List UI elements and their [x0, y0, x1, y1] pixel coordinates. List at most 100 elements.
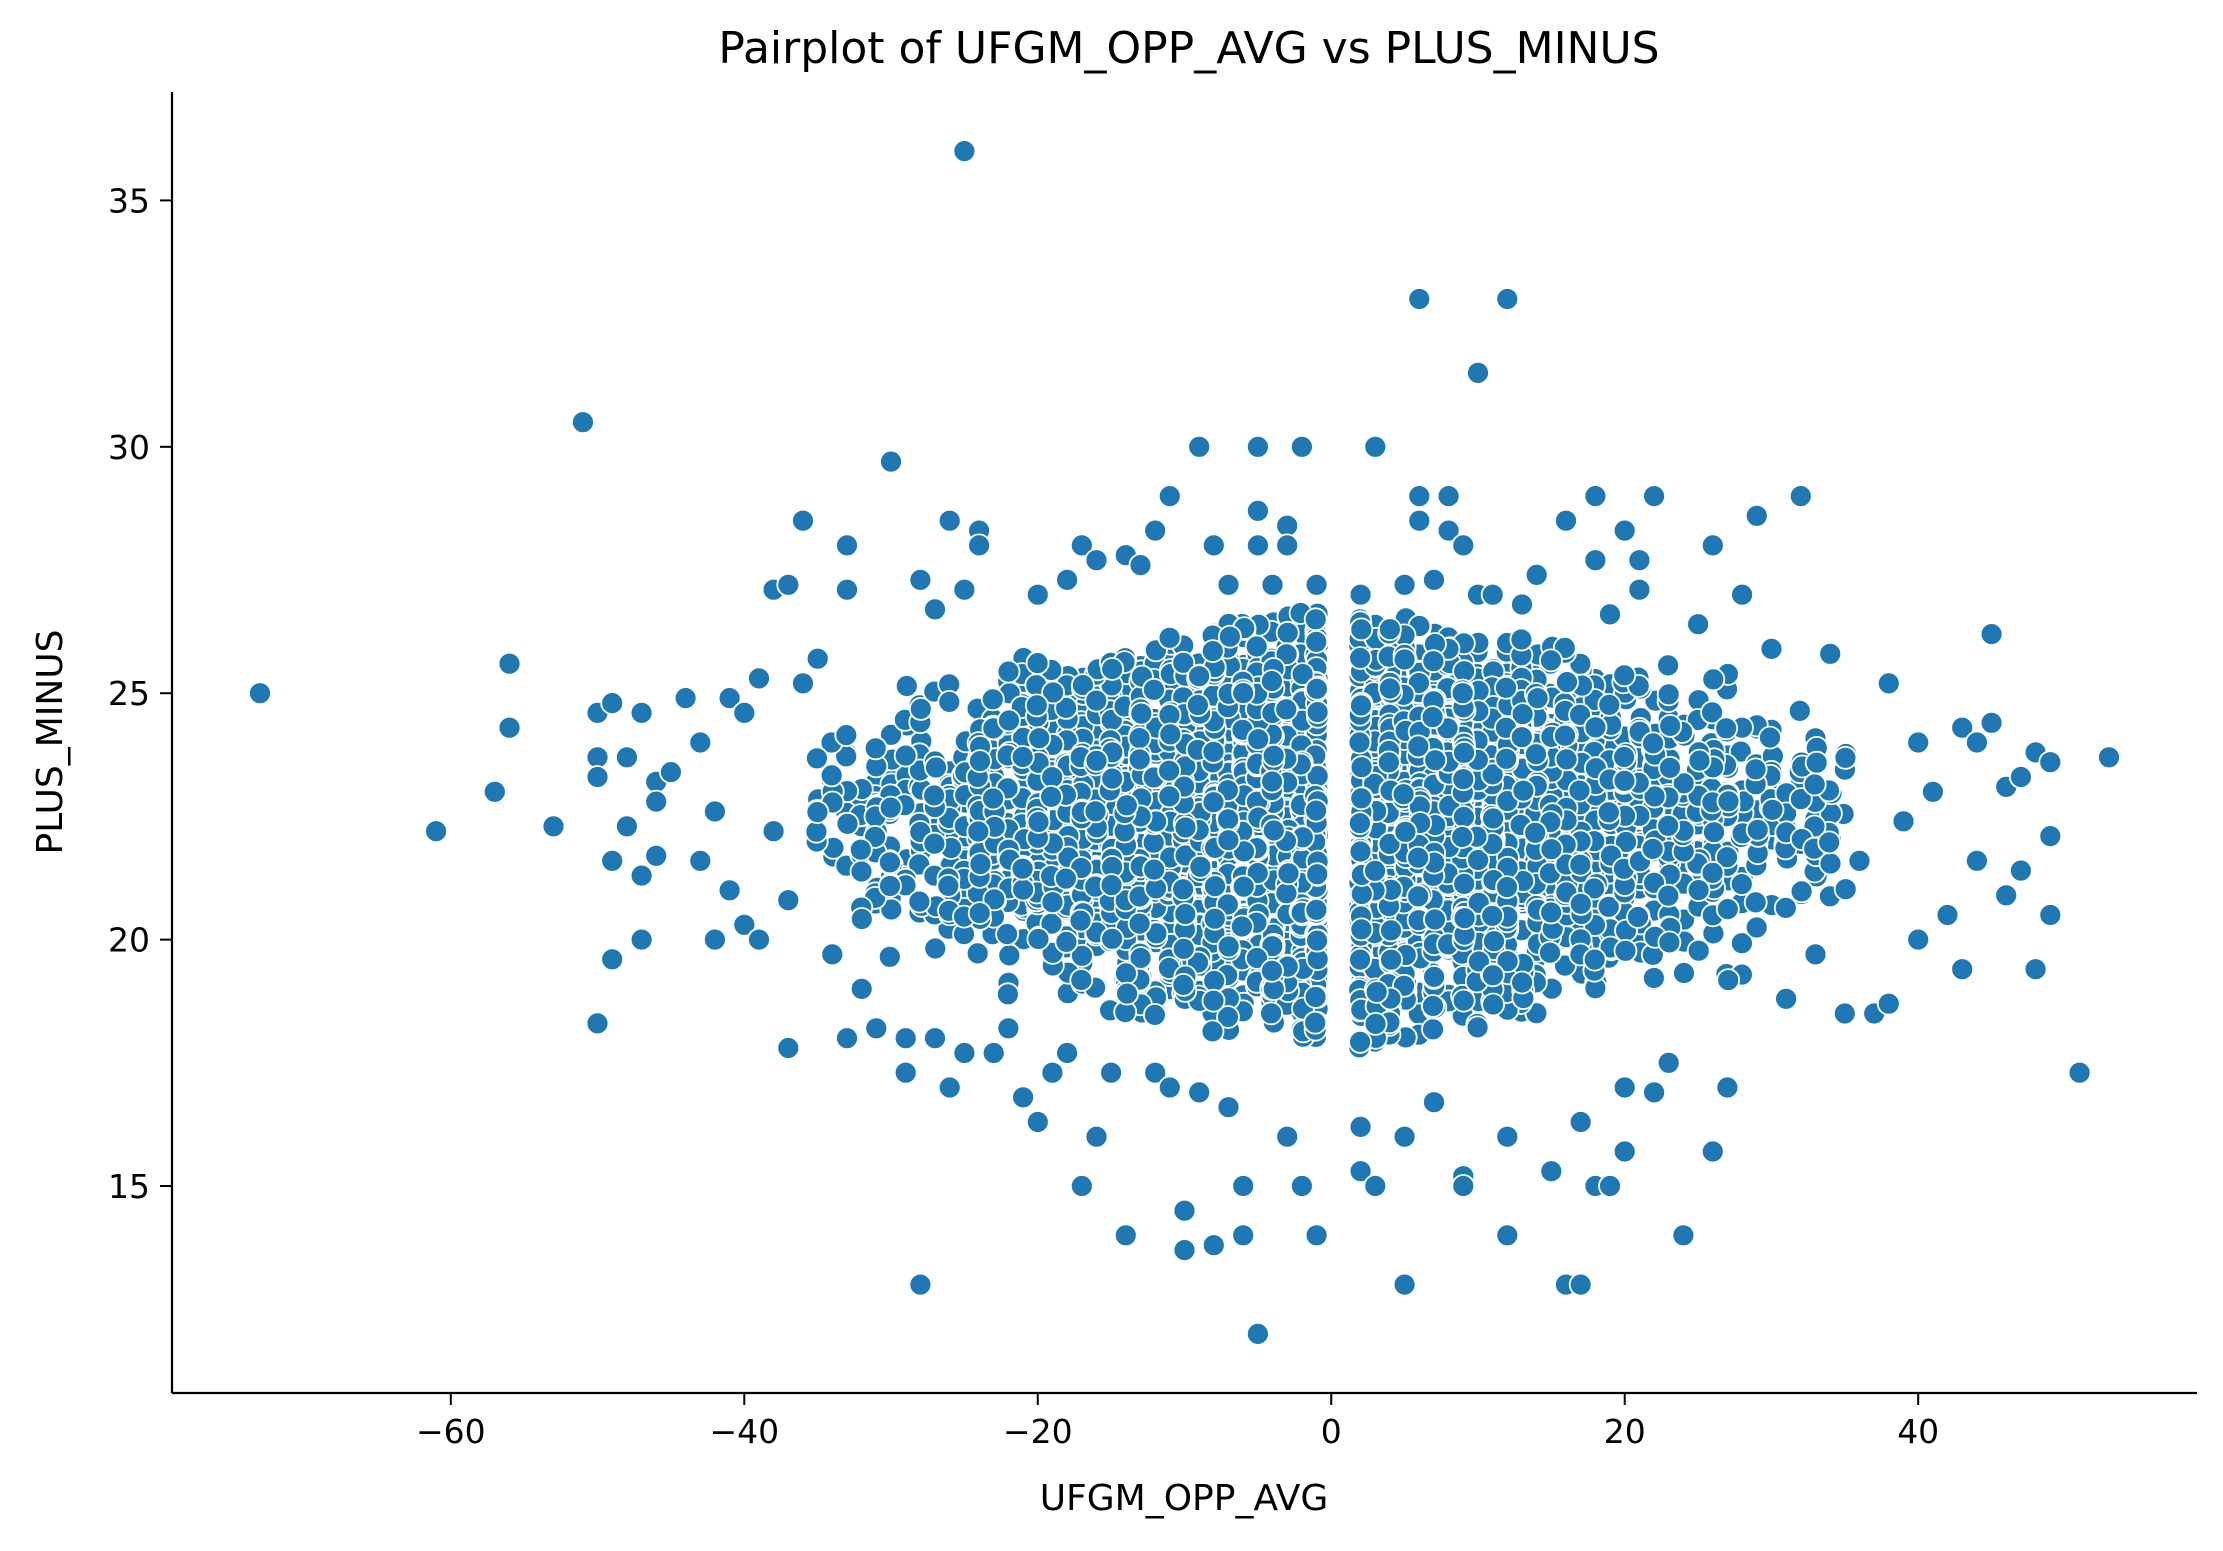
scatter-point	[497, 651, 522, 676]
scatter-point	[1481, 806, 1505, 831]
scatter-point	[1510, 970, 1534, 995]
scatter-point	[1304, 897, 1329, 922]
scatter-point	[1612, 663, 1637, 688]
scatter-point	[747, 927, 771, 952]
scatter-point	[1481, 992, 1505, 1017]
scatter-point	[1480, 903, 1505, 928]
scatter-point	[1494, 675, 1518, 700]
scatter-point	[968, 852, 993, 876]
scatter-point	[1379, 947, 1403, 972]
scatter-point	[1716, 789, 1741, 814]
scatter-point	[1070, 943, 1094, 968]
scatter-point	[997, 708, 1021, 733]
scatter-point	[1788, 787, 1813, 811]
scatter-point	[571, 410, 595, 435]
scatter-point	[1495, 949, 1520, 974]
scatter-point	[923, 936, 948, 961]
scatter-point	[688, 730, 713, 755]
scatter-point	[541, 814, 566, 839]
scatter-point	[1304, 629, 1329, 654]
scatter-point	[1716, 968, 1741, 992]
scatter-point	[967, 901, 992, 925]
scatter-point	[1451, 988, 1476, 1013]
scatter-point	[644, 843, 669, 868]
scatter-point	[703, 927, 727, 952]
scatter-point	[1054, 696, 1078, 720]
scatter-point	[1054, 866, 1078, 891]
scatter-point	[1596, 800, 1621, 825]
scatter-point	[659, 760, 683, 784]
scatter-point	[1509, 725, 1534, 750]
scatter-point	[1539, 900, 1563, 925]
scatter-point	[1171, 650, 1196, 675]
scatter-point	[1305, 676, 1329, 701]
scatter-point	[1494, 746, 1519, 771]
scatter-point	[1305, 700, 1330, 724]
scatter-point	[1027, 726, 1052, 751]
scatter-point	[1100, 766, 1125, 791]
scatter-point	[1275, 620, 1300, 645]
scatter-point	[968, 749, 992, 773]
scatter-point	[879, 897, 904, 922]
scatter-point	[1129, 701, 1154, 726]
scatter-point	[1157, 625, 1182, 650]
scatter-point	[1626, 905, 1650, 929]
scatter-point	[1466, 848, 1490, 872]
scatter-point	[1656, 813, 1681, 838]
scatter-point	[1378, 676, 1402, 701]
scatter-point	[965, 941, 990, 966]
scatter-point	[1642, 784, 1667, 809]
scatter-point	[1671, 771, 1696, 796]
scatter-point	[1804, 750, 1829, 775]
scatter-point	[1348, 646, 1373, 670]
scatter-point	[1379, 918, 1403, 943]
scatter-point	[1758, 725, 1782, 750]
scatter-point	[644, 789, 669, 814]
scatter-point	[1200, 639, 1225, 663]
scatter-point	[1274, 881, 1299, 906]
scatter-point	[1261, 818, 1286, 843]
scatter-point	[1026, 810, 1051, 834]
scatter-point	[1011, 877, 1035, 902]
scatter-point	[1157, 758, 1181, 783]
scatter-point	[1702, 820, 1726, 845]
scatter-point	[1187, 664, 1211, 689]
scatter-point	[1201, 790, 1226, 815]
scatter-point	[1348, 1030, 1372, 1054]
scatter-point	[848, 837, 873, 862]
scatter-point	[1656, 653, 1680, 678]
scatter-point	[615, 814, 639, 839]
scatter-point	[1099, 873, 1124, 897]
scatter-point	[1084, 688, 1109, 713]
scatter-point	[1715, 845, 1739, 870]
scatter-point	[1656, 883, 1681, 908]
scatter-point	[849, 859, 874, 884]
scatter-point	[982, 887, 1007, 912]
scatter-point	[893, 743, 918, 768]
scatter-point	[600, 691, 625, 715]
scatter-point	[629, 927, 654, 952]
scatter-point	[1083, 799, 1108, 824]
scatter-point	[1186, 693, 1210, 717]
scatter-point	[1201, 740, 1226, 764]
scatter-point	[1259, 1001, 1283, 1026]
scatter-point	[585, 745, 610, 770]
scatter-point	[936, 874, 961, 898]
scatter-point	[1452, 872, 1477, 896]
scatter-point	[908, 697, 933, 721]
scatter-point	[849, 907, 874, 931]
scatter-point	[1406, 884, 1431, 909]
scatter-point	[1538, 940, 1562, 965]
scatter-point	[717, 686, 742, 710]
scatter-point	[497, 715, 522, 740]
scatter-point	[805, 800, 830, 824]
scatter-point	[1802, 772, 1827, 797]
scatter-point	[879, 722, 903, 747]
scatter-point	[995, 922, 1019, 946]
scatter-point	[805, 646, 830, 671]
scatter-point	[1495, 875, 1519, 899]
scatter-point	[1451, 767, 1476, 792]
scatter-point	[791, 671, 815, 696]
scatter-point	[1245, 946, 1269, 970]
scatter-point	[1452, 805, 1476, 829]
